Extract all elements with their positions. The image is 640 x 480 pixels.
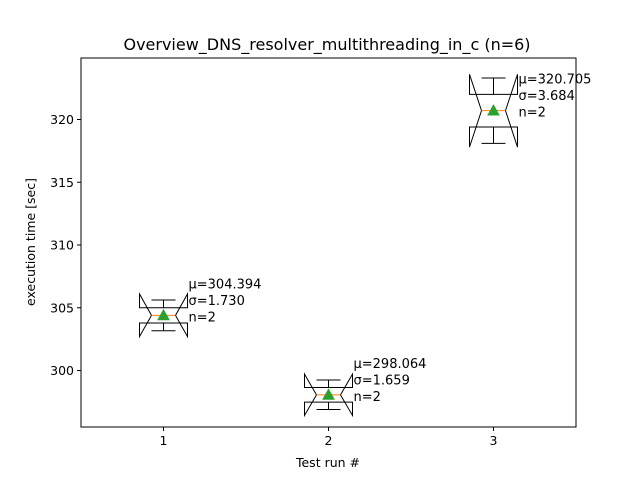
x-axis-label: Test run #	[295, 455, 360, 470]
chart-title: Overview_DNS_resolver_multithreading_in_…	[123, 35, 530, 55]
plot-area: 1 2 3 300 305 310 315 320 μ=304.394 σ=1.730 n=2 μ=2…	[50, 73, 591, 448]
box-1	[139, 292, 188, 339]
box-3	[469, 74, 518, 148]
y-tick-label: 310	[50, 238, 74, 253]
y-tick-label: 320	[50, 112, 74, 127]
y-axis-label: execution time [sec]	[23, 178, 38, 306]
x-tick-label: 1	[160, 433, 168, 448]
mean-marker-3	[487, 104, 500, 116]
x-tick-label: 3	[490, 433, 498, 448]
plot-frame	[80, 57, 577, 428]
stats-annotation-2: μ=298.064 σ=1.659 n=2	[354, 357, 427, 405]
mean-marker-2	[322, 388, 335, 400]
y-tick-label: 300	[50, 363, 74, 378]
y-tick-label: 305	[50, 300, 74, 315]
stats-annotation-1: μ=304.394 σ=1.730 n=2	[189, 277, 262, 325]
stats-annotation-3: μ=320.705 σ=3.684 n=2	[519, 73, 592, 121]
mean-marker-1	[157, 308, 170, 321]
x-tick-label: 2	[325, 433, 333, 448]
y-tick-label: 315	[50, 175, 74, 190]
box-2	[304, 372, 353, 418]
